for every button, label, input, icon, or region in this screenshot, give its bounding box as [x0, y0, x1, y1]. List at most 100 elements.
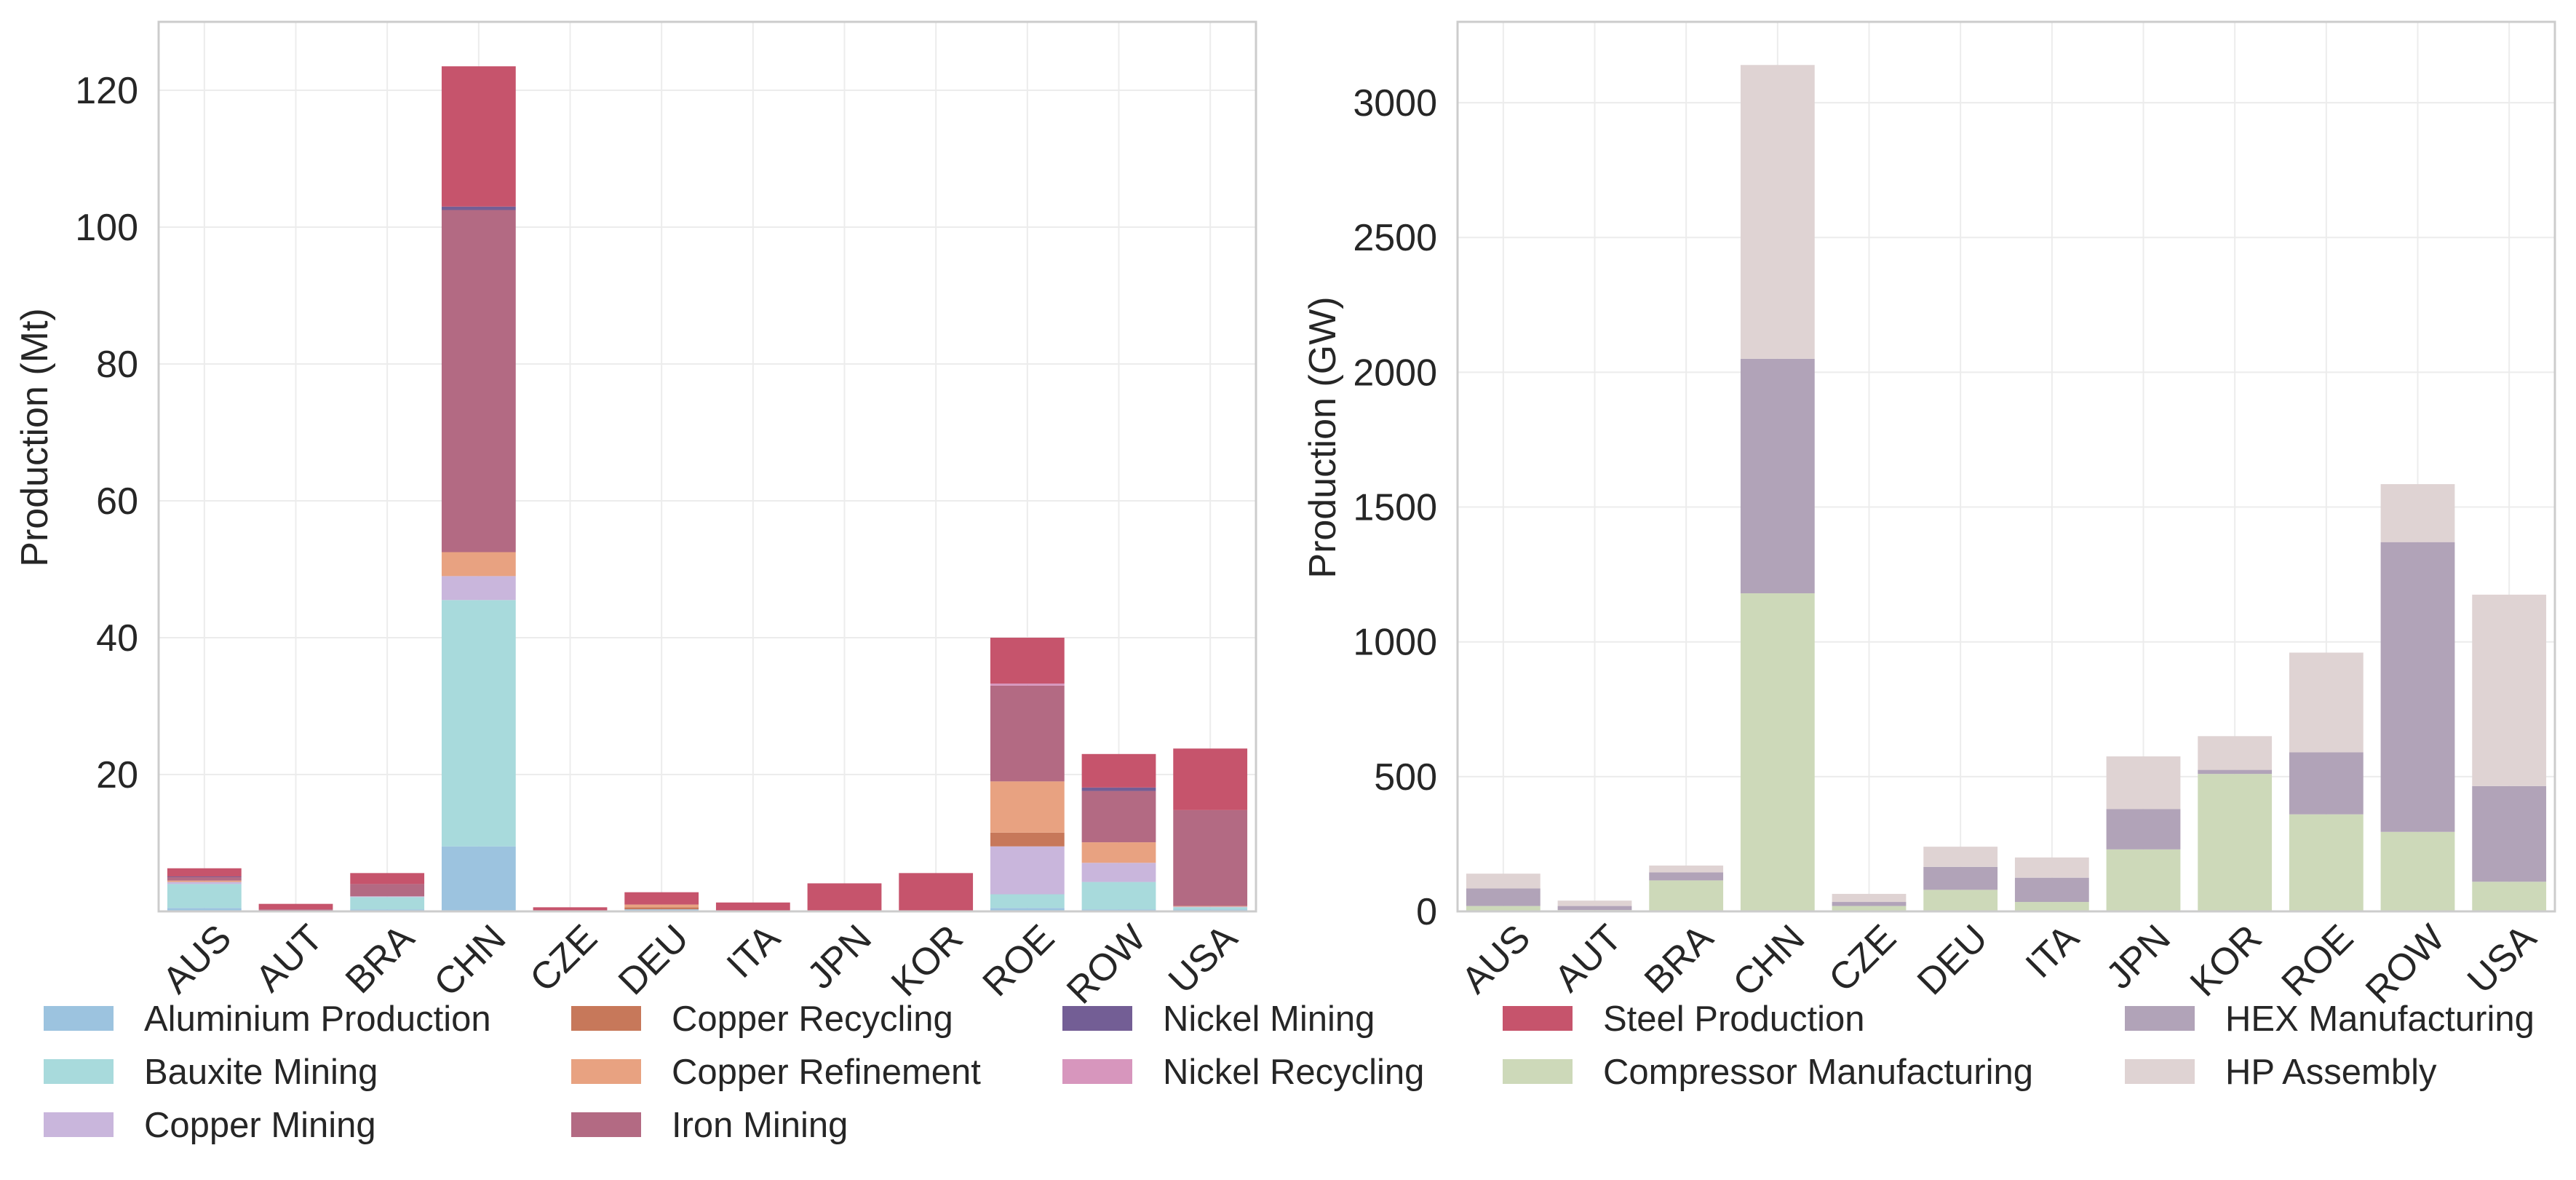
mt-xtick-ita: ITA [719, 916, 789, 986]
gw-bar-aus-compressor-manufacturing [1466, 906, 1541, 911]
gw-bar-aus-hex-manufacturing [1466, 888, 1541, 906]
gw-ylabel: Production (GW) [1302, 296, 1344, 578]
gw-ytick-1500: 1500 [1353, 487, 1437, 529]
gw-bar-row-compressor-manufacturing [2380, 831, 2455, 911]
gw-xtick-aus: AUS [1454, 916, 1539, 1002]
gw-bar-bra-compressor-manufacturing [1649, 880, 1724, 911]
mt-bar-roe-iron-mining [990, 685, 1065, 782]
mt-bar-row-copper-mining [1081, 863, 1156, 882]
mt-bar-chn-bauxite-mining [441, 600, 516, 847]
gw-xtick-bra: BRA [1637, 916, 1722, 1002]
gw-xtick-deu: DEU [1909, 916, 1996, 1003]
mt-bar-aus-iron-mining [167, 877, 242, 881]
gw-ytick-3000: 3000 [1353, 82, 1437, 124]
mt-bar-aus-copper-mining [167, 882, 242, 884]
gw-bar-ita-hex-manufacturing [2014, 877, 2089, 903]
gw-bar-deu-hp-assembly [1923, 847, 1998, 867]
gw-bar-ita-compressor-manufacturing [2014, 902, 2089, 911]
mt-bar-aut-steel-production [258, 903, 333, 910]
mt-bar-chn-steel-production [441, 66, 516, 207]
gw-xtick-row: ROW [2358, 916, 2453, 1012]
legend-swatch-nickel-mining [1062, 1006, 1132, 1031]
gw-bar-aut-hex-manufacturing [1557, 906, 1632, 911]
legend-swatch-copper-refinement [571, 1059, 641, 1084]
gw-xtick-aut: AUT [1546, 916, 1630, 1000]
gw-bar-chn-hp-assembly [1740, 65, 1815, 359]
mt-bar-row-copper-refinement [1081, 842, 1156, 863]
mt-xtick-deu: DEU [611, 916, 697, 1003]
gw-bar-roe-hex-manufacturing [2289, 752, 2364, 815]
gw-bar-deu-compressor-manufacturing [1923, 890, 1998, 911]
mt-plot-frame [157, 20, 1257, 913]
mt-xtick-kor: KOR [883, 916, 971, 1005]
gw-xtick-usa: USA [2460, 916, 2545, 1002]
gw-bar-cze-hp-assembly [1832, 893, 1907, 903]
mt-bar-chn-nickel-mining [441, 206, 516, 210]
gw-xtick-jpn: JPN [2098, 916, 2178, 997]
mt-bar-roe-nickel-recycling [990, 683, 1065, 686]
gw-bar-cze-compressor-manufacturing [1832, 906, 1907, 911]
gw-bar-jpn-compressor-manufacturing [2106, 849, 2181, 911]
legend-label-nickel-mining: Nickel Mining [1163, 999, 1375, 1039]
legend-swatch-bauxite-mining [44, 1059, 114, 1084]
gw-bar-chn-compressor-manufacturing [1740, 593, 1815, 911]
mt-bar-roe-aluminium-production [990, 908, 1065, 911]
mt-ytick-40: 40 [96, 617, 138, 660]
gw-ytick-1000: 1000 [1353, 622, 1437, 664]
legend-swatch-nickel-recycling [1062, 1059, 1132, 1084]
mt-ytick-20: 20 [96, 754, 138, 796]
mt-xtick-usa: USA [1161, 916, 1246, 1002]
gw-xtick-kor: KOR [2182, 916, 2270, 1005]
mt-bar-aus-steel-production [167, 868, 242, 877]
gw-bar-roe-compressor-manufacturing [2289, 814, 2364, 911]
gw-bar-cze-hex-manufacturing [1832, 902, 1907, 906]
gw-xtick-cze: CZE [1821, 916, 1904, 1000]
mt-bar-aut-iron-mining [258, 909, 333, 911]
mt-bar-aus-bauxite-mining [167, 884, 242, 908]
legend: Aluminium Production Bauxite Mining Copper… [44, 999, 2535, 1145]
gw-xtick-ita: ITA [2018, 916, 2088, 986]
mt-bar-usa-bauxite-mining [1173, 907, 1248, 910]
mt-xtick-row: ROW [1059, 916, 1154, 1012]
gw-xtick-chn: CHN [1725, 916, 1813, 1005]
legend-label-hp-assembly: HP Assembly [2225, 1053, 2437, 1092]
mt-bar-kor-steel-production [899, 873, 974, 911]
mt-bar-deu-copper-refinement [624, 904, 699, 908]
legend-label-aluminium-production: Aluminium Production [144, 999, 491, 1039]
gw-bar-jpn-hp-assembly [2106, 756, 2181, 809]
mt-bar-aus-nickel-mining [167, 876, 242, 877]
mt-ytick-80: 80 [96, 344, 138, 386]
mt-bar-row-steel-production [1081, 753, 1156, 788]
mt-ytick-120: 120 [75, 70, 138, 112]
mt-bar-row-nickel-mining [1081, 787, 1156, 791]
gw-plot-frame [1456, 20, 2556, 913]
mt-xtick-bra: BRA [338, 916, 423, 1002]
mt-bar-chn-copper-mining [441, 576, 516, 601]
mt-bar-aus-copper-refinement [167, 880, 242, 882]
left-chart-mt: 20 40 60 80 100 120 AUS AUT BRA CHN CZE DEU ITA JPN KO… [14, 20, 1257, 1012]
mt-bar-cze-steel-production [533, 907, 608, 911]
gw-bar-usa-hp-assembly [2472, 594, 2547, 786]
mt-ytick-100: 100 [75, 207, 138, 249]
mt-bar-bra-steel-production [350, 873, 425, 884]
legend-label-compressor-manufacturing: Compressor Manufacturing [1603, 1053, 2033, 1092]
mt-bar-ita-steel-production [715, 902, 790, 911]
mt-xtick-jpn: JPN [799, 916, 879, 997]
mt-bar-bra-iron-mining [350, 884, 425, 897]
mt-ylabel: Production (Mt) [14, 308, 56, 566]
legend-swatch-compressor-manufacturing [1503, 1059, 1573, 1084]
mt-bar-usa-iron-mining [1173, 809, 1248, 906]
gw-xtick-roe: ROE [2274, 916, 2362, 1005]
gw-bar-kor-hp-assembly [2198, 736, 2273, 770]
mt-bar-deu-steel-production [624, 892, 699, 905]
mt-bar-row-bauxite-mining [1081, 882, 1156, 910]
mt-bar-bra-bauxite-mining [350, 897, 425, 910]
legend-label-hex-manufacturing: HEX Manufacturing [2225, 999, 2535, 1039]
mt-bar-bra-copper-mining [350, 896, 425, 898]
mt-bar-roe-steel-production [990, 638, 1065, 684]
gw-bar-ita-hp-assembly [2014, 857, 2089, 878]
gw-bar-bra-hp-assembly [1649, 866, 1724, 873]
gw-bar-kor-compressor-manufacturing [2198, 774, 2273, 911]
legend-swatch-steel-production [1503, 1006, 1573, 1031]
